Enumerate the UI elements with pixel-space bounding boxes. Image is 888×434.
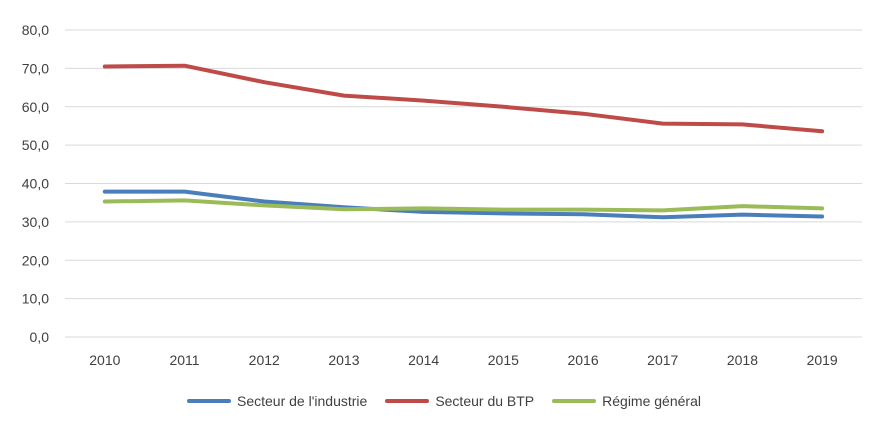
x-tick-label: 2015 <box>488 352 519 368</box>
x-tick-label: 2016 <box>567 352 598 368</box>
legend-swatch-industrie <box>187 399 231 403</box>
y-tick-label: 50,0 <box>22 137 49 153</box>
y-tick-label: 60,0 <box>22 99 49 115</box>
series-lines <box>102 63 825 220</box>
legend-item-btp: Secteur du BTP <box>385 393 534 409</box>
x-tick-label: 2012 <box>249 352 280 368</box>
legend-item-industrie: Secteur de l'industrie <box>187 393 367 409</box>
x-axis-tick-labels: 2010 2011 2012 2013 2014 2015 2016 2017 2018 2019 <box>89 352 838 368</box>
y-axis-tick-labels: 0,0 10,0 20,0 30,0 40,0 50,0 60,0 70,0 80,0 <box>22 22 49 345</box>
series-line-regime-general <box>102 198 825 213</box>
y-tick-label: 40,0 <box>22 176 49 192</box>
y-tick-label: 10,0 <box>22 291 49 307</box>
y-tick-label: 80,0 <box>22 22 49 38</box>
y-tick-label: 30,0 <box>22 214 49 230</box>
x-tick-label: 2010 <box>89 352 120 368</box>
x-tick-label: 2017 <box>647 352 678 368</box>
y-tick-label: 20,0 <box>22 252 49 268</box>
legend-label-regime-general: Régime général <box>602 393 701 409</box>
x-tick-label: 2014 <box>408 352 439 368</box>
legend-swatch-regime-general <box>552 399 597 403</box>
legend: Secteur de l'industrie Secteur du BTP Ré… <box>0 393 888 409</box>
y-tick-label: 0,0 <box>30 329 50 345</box>
legend-label-btp: Secteur du BTP <box>435 393 535 409</box>
x-tick-label: 2019 <box>807 352 838 368</box>
x-tick-label: 2018 <box>727 352 758 368</box>
series-line-btp <box>102 63 825 134</box>
legend-item-regime-general: Régime général <box>552 393 701 409</box>
legend-label-industrie: Secteur de l'industrie <box>237 393 368 409</box>
legend-swatch-btp <box>385 399 430 403</box>
gridlines <box>65 29 862 338</box>
x-tick-label: 2013 <box>328 352 359 368</box>
x-tick-label: 2011 <box>169 352 199 368</box>
series-line-industrie <box>102 189 825 220</box>
y-tick-label: 70,0 <box>22 60 49 76</box>
